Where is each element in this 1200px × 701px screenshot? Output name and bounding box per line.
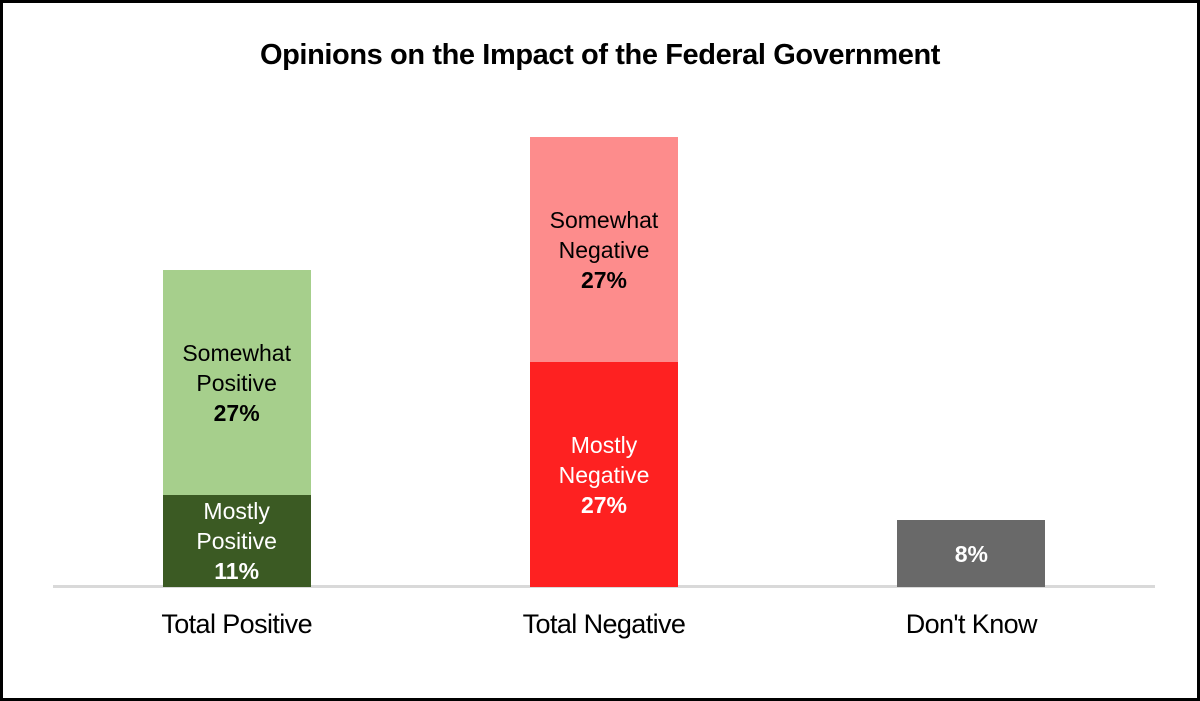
bar-segment: Somewhat Positive 27% <box>162 270 311 496</box>
stacked-bar: Somewhat Negative 27% Mostly Negative 27% <box>529 137 678 587</box>
segment-label-block: Mostly Positive 11% <box>167 496 307 586</box>
category-label: Don't Know <box>905 609 1038 639</box>
category-label: Total Negative <box>522 609 686 639</box>
bar-segment: 8% <box>897 520 1046 587</box>
bar-slots: Somewhat Positive 27% Mostly Positive 11% So… <box>53 87 1155 587</box>
bar-segment: Mostly Positive 11% <box>162 495 311 587</box>
stacked-bar: Somewhat Positive 27% Mostly Positive 11% <box>162 270 311 587</box>
segment-label-block: Mostly Negative 27% <box>534 430 674 520</box>
chart-title: Opinions on the Impact of the Federal Go… <box>259 39 941 71</box>
bar-slot: Somewhat Positive 27% Mostly Positive 11% <box>53 87 420 587</box>
segment-name: Mostly Negative <box>558 431 650 488</box>
bar-segment: Somewhat Negative 27% <box>529 137 678 362</box>
segment-name: Mostly Positive <box>196 498 277 555</box>
bar-segment: Mostly Negative 27% <box>529 362 678 587</box>
stacked-bar: 8% <box>897 520 1046 587</box>
segment-value: 27% <box>213 399 260 426</box>
segment-label-block: Somewhat Negative 27% <box>534 205 674 295</box>
bar-slot: Somewhat Negative 27% Mostly Negative 27% <box>420 87 787 587</box>
plot-area: Somewhat Positive 27% Mostly Positive 11% So… <box>53 87 1155 588</box>
segment-value: 8% <box>954 540 988 567</box>
segment-value: 11% <box>214 558 260 585</box>
segment-name: Somewhat Positive <box>182 339 291 396</box>
segment-label-block: 8% <box>901 539 1041 569</box>
segment-name: Somewhat Negative <box>549 206 659 263</box>
category-labels: Total Positive Total Negative Don't Know <box>53 609 1155 640</box>
segment-value: 27% <box>580 491 627 518</box>
bar-slot: 8% <box>788 87 1155 587</box>
category-label: Total Positive <box>161 609 312 639</box>
segment-value: 27% <box>580 266 627 293</box>
segment-label-block: Somewhat Positive 27% <box>167 338 307 428</box>
